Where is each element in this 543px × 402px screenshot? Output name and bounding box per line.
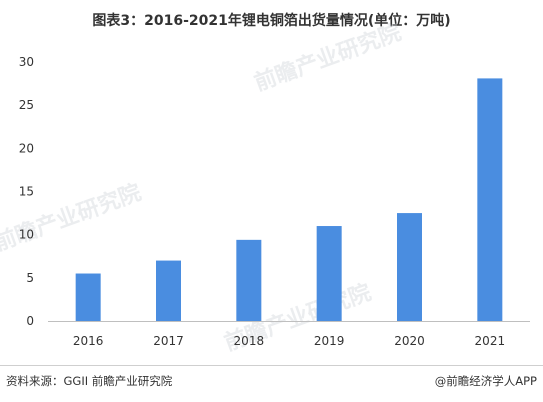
bar-2019 <box>316 226 342 321</box>
y-tick-label: 20 <box>19 141 34 155</box>
y-axis: 0 5 10 15 20 25 30 <box>19 55 530 328</box>
x-tick-label: 2017 <box>153 334 184 348</box>
bar-2017 <box>156 260 181 321</box>
brand-label: @前瞻经济学人APP <box>434 374 537 388</box>
bar-2016 <box>75 273 101 321</box>
x-tick-label: 2016 <box>73 334 104 348</box>
chart-title: 图表3：2016-2021年锂电铜箔出货量情况(单位：万吨) <box>92 13 451 29</box>
y-tick-label: 10 <box>19 228 34 242</box>
y-tick-label: 30 <box>19 55 34 69</box>
x-tick-label: 2020 <box>394 334 425 348</box>
x-tick-label: 2018 <box>234 334 265 348</box>
x-tick-label: 2021 <box>475 334 506 348</box>
y-tick-label: 5 <box>26 271 34 285</box>
x-axis: 2016 2017 2018 2019 2020 2021 <box>73 334 505 348</box>
source-note: 资料来源：GGII 前瞻产业研究院 <box>6 374 173 388</box>
y-tick-label: 15 <box>19 185 34 199</box>
footer: 资料来源：GGII 前瞻产业研究院 @前瞻经济学人APP <box>0 365 543 402</box>
bar-2018 <box>236 239 262 321</box>
bars <box>75 78 503 321</box>
x-tick-label: 2019 <box>314 334 345 348</box>
y-tick-label: 0 <box>26 314 34 328</box>
bar-chart: 0 5 10 15 20 25 30 2016 2017 2018 2019 2020 2021 <box>19 55 530 348</box>
bar-2020 <box>397 213 422 321</box>
bar-2021 <box>477 78 503 321</box>
y-tick-label: 25 <box>19 98 34 112</box>
